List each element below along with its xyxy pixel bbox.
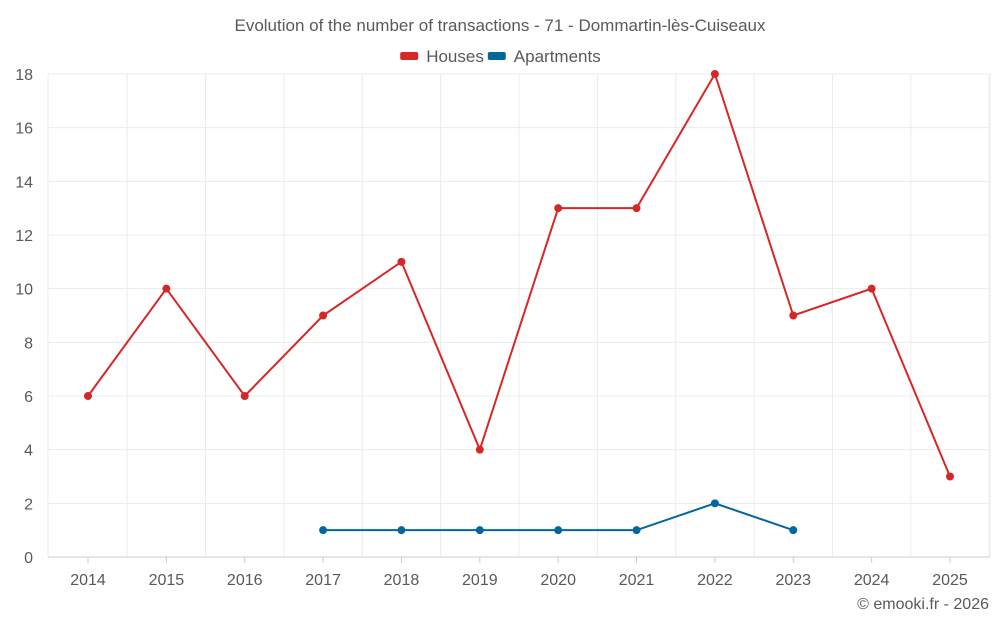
- series-houses[interactable]: [84, 70, 954, 481]
- series-apartments[interactable]: [319, 499, 798, 535]
- data-point[interactable]: [710, 70, 719, 78]
- y-tick-label: 0: [24, 550, 33, 567]
- x-tick-label: 2020: [540, 572, 576, 589]
- data-point[interactable]: [554, 204, 563, 213]
- series-layer: [84, 70, 954, 535]
- axes: 0 2 4 6 8 10 12 14 16 18 2014 2015 2016 2017 2018 2019 2…: [15, 67, 990, 589]
- y-tick-label: 6: [24, 389, 33, 406]
- legend-label: Houses: [426, 47, 484, 66]
- legend-label: Apartments: [514, 47, 601, 66]
- y-tick-label: 12: [15, 228, 33, 245]
- data-point[interactable]: [867, 284, 876, 293]
- data-point[interactable]: [475, 526, 484, 535]
- x-tick-label: 2017: [305, 572, 341, 589]
- data-point[interactable]: [475, 445, 484, 454]
- y-tick-label: 18: [15, 67, 33, 84]
- credit-footer: © emooki.fr - 2026: [857, 596, 989, 613]
- data-point[interactable]: [319, 526, 328, 535]
- legend-item-houses[interactable]: Houses: [400, 47, 484, 66]
- data-point[interactable]: [240, 392, 249, 400]
- y-tick-label: 16: [15, 121, 33, 138]
- data-point[interactable]: [632, 526, 641, 535]
- y-tick-label: 4: [24, 443, 33, 460]
- x-tick-label: 2025: [932, 572, 968, 589]
- x-tick-label: 2023: [775, 572, 811, 589]
- x-tick-label: 2024: [854, 572, 890, 589]
- x-tick-label: 2016: [227, 572, 263, 589]
- y-tick-label: 2: [24, 496, 33, 513]
- data-point[interactable]: [789, 311, 798, 320]
- x-tick-label: 2022: [697, 572, 733, 589]
- data-point[interactable]: [319, 311, 328, 320]
- legend-item-apartments[interactable]: Apartments: [487, 47, 601, 66]
- series-line: [323, 502, 794, 532]
- x-tick-label: 2019: [462, 572, 498, 589]
- legend[interactable]: Houses Apartments: [400, 47, 601, 66]
- data-point[interactable]: [789, 526, 798, 535]
- data-point[interactable]: [946, 472, 954, 481]
- y-tick-label: 8: [24, 335, 33, 352]
- legend-swatch: [487, 52, 506, 60]
- x-tick-label: 2021: [619, 572, 655, 589]
- y-tick-label: 14: [15, 174, 33, 191]
- x-tick-label: 2018: [384, 572, 420, 589]
- data-point[interactable]: [162, 284, 171, 293]
- grid: [47, 73, 991, 557]
- x-tick-label: 2014: [70, 572, 106, 589]
- data-point[interactable]: [632, 204, 641, 213]
- legend-swatch: [400, 52, 419, 60]
- data-point[interactable]: [554, 526, 563, 535]
- series-line: [87, 71, 951, 477]
- data-point[interactable]: [397, 526, 406, 535]
- chart-title: Evolution of the number of transactions …: [234, 16, 766, 35]
- data-point[interactable]: [84, 392, 92, 400]
- y-tick-label: 10: [15, 282, 33, 299]
- data-point[interactable]: [710, 499, 719, 508]
- data-point[interactable]: [397, 257, 406, 266]
- x-tick-label: 2015: [149, 572, 185, 589]
